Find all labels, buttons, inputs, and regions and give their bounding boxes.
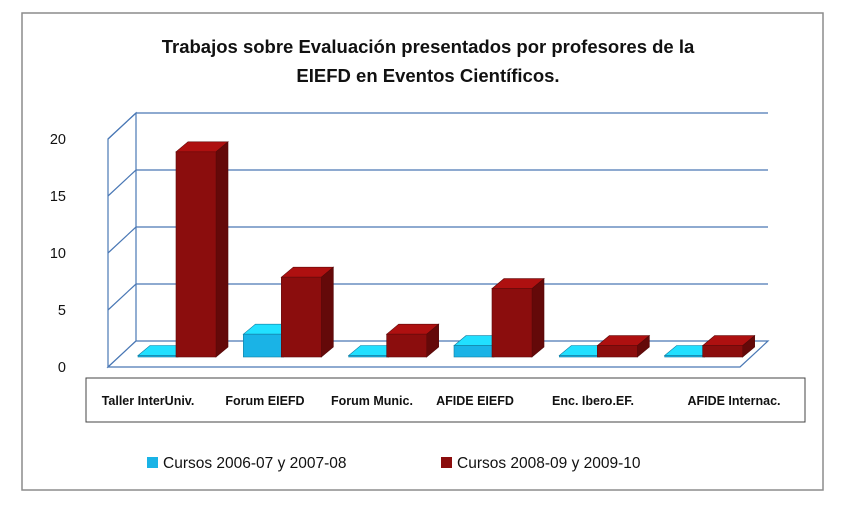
bar-front bbox=[137, 355, 179, 358]
y-tick-label: 10 bbox=[50, 246, 66, 262]
legend-swatch-series-2 bbox=[441, 457, 452, 468]
category-label: Forum Munic. bbox=[331, 394, 413, 408]
bar-front bbox=[664, 355, 705, 358]
y-tick-label: 5 bbox=[58, 303, 66, 319]
y-tick-label: 20 bbox=[50, 132, 66, 148]
gridline bbox=[107, 112, 768, 140]
chart-title-line-2: EIEFD en Eventos Científicos. bbox=[296, 65, 559, 86]
bar-front bbox=[386, 333, 427, 358]
bar-front bbox=[348, 355, 389, 358]
category-labels: Taller InterUniv. Forum EIEFD Forum Munic.… bbox=[102, 394, 781, 408]
bar-series-2-5 bbox=[701, 334, 756, 358]
category-label: AFIDE Internac. bbox=[687, 394, 780, 408]
y-tick-label: 15 bbox=[50, 189, 66, 205]
bar-side bbox=[321, 266, 334, 358]
legend-label-series-1: Cursos 2006-07 y 2007-08 bbox=[163, 455, 347, 472]
bar-front bbox=[597, 345, 638, 358]
y-axis-tick-labels: 0 5 10 15 20 bbox=[50, 132, 66, 376]
bar-series-2-4 bbox=[596, 334, 651, 358]
legend-swatch-series-1 bbox=[147, 457, 158, 468]
bar-front bbox=[453, 345, 495, 358]
gridline bbox=[107, 169, 768, 197]
bar-series-2-0 bbox=[175, 141, 229, 358]
gridline bbox=[107, 283, 768, 311]
bar-front bbox=[491, 288, 533, 358]
bar-side bbox=[531, 277, 545, 358]
bar-series-2-1 bbox=[280, 266, 335, 358]
bar-front bbox=[702, 345, 743, 358]
bar-side bbox=[215, 141, 229, 358]
gridlines bbox=[107, 112, 768, 311]
category-label: Enc. Ibero.EF. bbox=[552, 394, 634, 408]
bar-front bbox=[559, 355, 600, 358]
bar-series-2-2 bbox=[385, 323, 440, 358]
category-label: AFIDE EIEFD bbox=[436, 394, 514, 408]
legend-label-series-2: Cursos 2008-09 y 2009-10 bbox=[457, 455, 641, 472]
category-label: Forum EIEFD bbox=[225, 394, 304, 408]
bars bbox=[137, 141, 756, 358]
bar-front bbox=[281, 276, 322, 358]
legend: Cursos 2006-07 y 2007-08 Cursos 2008-09 … bbox=[147, 455, 641, 472]
category-label: Taller InterUniv. bbox=[102, 394, 195, 408]
category-label-box bbox=[85, 377, 806, 423]
bar-front bbox=[175, 151, 217, 358]
gridline bbox=[107, 226, 768, 254]
chart-title-line-1: Trabajos sobre Evaluación presentados po… bbox=[162, 36, 695, 57]
y-tick-label: 0 bbox=[58, 360, 66, 376]
bar-series-2-3 bbox=[491, 277, 545, 358]
bar-front bbox=[243, 333, 284, 358]
